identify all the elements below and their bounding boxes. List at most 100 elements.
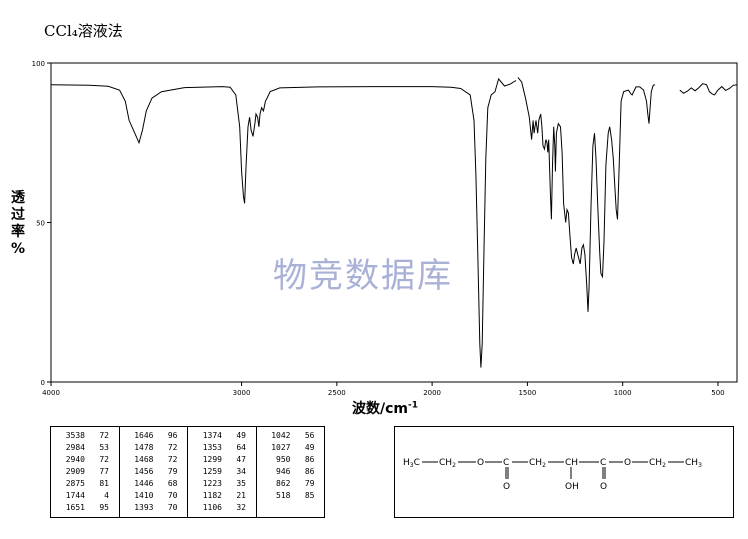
page-title: CCl₄溶液法	[44, 22, 123, 40]
peak-transmittance: 86	[304, 455, 315, 464]
peak-wavenumber: 1393	[134, 503, 154, 512]
peak-row: 1651 95	[55, 502, 119, 514]
struct-c-1: C	[503, 458, 509, 468]
spectrum-line	[517, 77, 656, 312]
peak-row: 2940 72	[55, 454, 119, 466]
peak-row: 1374 49	[192, 430, 256, 442]
struct-o-2: O	[503, 482, 510, 492]
peak-row: 1182 21	[192, 490, 256, 502]
peak-column: 1374 49 1353 64 1299 47 1259 34 1223 35 1182 21 1106…	[188, 427, 257, 517]
peak-transmittance: 72	[99, 455, 109, 464]
peak-row: 1259 34	[192, 466, 256, 478]
peak-wavenumber: 1223	[202, 479, 222, 488]
peak-transmittance: 4	[104, 491, 109, 500]
struct-ch2-1: CH2	[439, 458, 456, 469]
peak-transmittance: 85	[304, 491, 315, 500]
peak-transmittance: 72	[99, 431, 109, 440]
structure-box: H3C CH2 O C O CH2 CH OH C O O CH2	[394, 426, 734, 518]
peak-wavenumber: 1446	[134, 479, 154, 488]
peak-wavenumber: 1646	[134, 431, 154, 440]
struct-o-4: O	[624, 458, 631, 468]
peak-row: 1446 68	[124, 478, 188, 490]
peak-transmittance: 49	[304, 443, 315, 452]
peak-transmittance: 79	[167, 467, 178, 476]
peak-transmittance: 64	[236, 443, 246, 452]
peak-row: 1042 56	[261, 430, 325, 442]
peak-table: 3538 72 2984 53 2940 72 2909 77 2875 81 1744 4 1651 9…	[50, 426, 325, 518]
struct-ch3: CH3	[685, 458, 702, 469]
peak-transmittance: 86	[304, 467, 315, 476]
peak-wavenumber: 1456	[134, 467, 154, 476]
peak-row: 2984 53	[55, 442, 119, 454]
peak-transmittance: 49	[236, 431, 246, 440]
peak-transmittance: 79	[304, 479, 315, 488]
peak-wavenumber: 1651	[65, 503, 85, 512]
peak-wavenumber: 1374	[202, 431, 222, 440]
peak-row: 2875 81	[55, 478, 119, 490]
peak-transmittance: 77	[99, 467, 109, 476]
peak-row: 1027 49	[261, 442, 325, 454]
peak-wavenumber: 1259	[202, 467, 222, 476]
peak-wavenumber: 2875	[65, 479, 85, 488]
y-axis-label-char: 率	[11, 224, 25, 240]
plot-frame	[50, 62, 738, 383]
x-tick-label: 1000	[614, 389, 632, 397]
y-axis-label-char: %	[10, 241, 26, 257]
peak-row: 1646 96	[124, 430, 188, 442]
peak-row: 1106 32	[192, 502, 256, 514]
peak-transmittance: 35	[236, 479, 246, 488]
peak-transmittance: 70	[167, 503, 178, 512]
peak-transmittance: 53	[99, 443, 109, 452]
peak-row: 1410 70	[124, 490, 188, 502]
peak-transmittance: 95	[99, 503, 109, 512]
peak-wavenumber: 1027	[271, 443, 291, 452]
peak-wavenumber: 862	[276, 479, 291, 488]
struct-o-3: O	[600, 482, 607, 492]
peak-wavenumber: 1042	[271, 431, 291, 440]
peak-wavenumber: 2984	[65, 443, 85, 452]
peak-wavenumber: 1106	[202, 503, 222, 512]
peak-wavenumber: 1744	[65, 491, 85, 500]
peak-row: 946 86	[261, 466, 325, 478]
peak-column: 1646 96 1478 72 1468 72 1456 79 1446 68 1410 70 1393…	[120, 427, 188, 517]
peak-transmittance: 21	[236, 491, 246, 500]
x-axis-label: 波数/cm-1	[352, 398, 418, 418]
x-tick-label: 3000	[233, 389, 251, 397]
spectrum-line	[679, 83, 738, 96]
spectrum-line	[50, 77, 517, 368]
y-axis-label-char: 过	[11, 207, 25, 223]
peak-row: 1456 79	[124, 466, 188, 478]
x-tick-label: 2000	[423, 389, 441, 397]
peak-column: 3538 72 2984 53 2940 72 2909 77 2875 81 1744 4 1651 9…	[51, 427, 120, 517]
peak-row: 1299 47	[192, 454, 256, 466]
struct-o-1: O	[477, 458, 484, 468]
peak-row: 1353 64	[192, 442, 256, 454]
peak-transmittance: 47	[236, 455, 246, 464]
peak-wavenumber: 946	[276, 467, 291, 476]
peak-wavenumber: 950	[276, 455, 291, 464]
y-tick-label: 100	[32, 60, 45, 68]
peak-row: 2909 77	[55, 466, 119, 478]
x-axis-label-main: 波数/cm	[352, 401, 408, 417]
struct-c-2: C	[600, 458, 606, 468]
peak-wavenumber: 1478	[134, 443, 154, 452]
peak-wavenumber: 1468	[134, 455, 154, 464]
y-tick-label: 50	[36, 220, 45, 228]
peak-row: 1223 35	[192, 478, 256, 490]
peak-wavenumber: 1353	[202, 443, 222, 452]
y-axis-label: 透 过 率 %	[8, 190, 28, 258]
y-tick-label: 0	[41, 379, 45, 387]
x-tick-label: 500	[711, 389, 724, 397]
x-tick-label: 1500	[518, 389, 536, 397]
peak-wavenumber: 1299	[202, 455, 222, 464]
ir-spectrum-chart: 4000 3000 2500 2000 1500 1000 500 0 50 100	[32, 60, 738, 397]
peak-wavenumber: 1182	[202, 491, 222, 500]
peak-transmittance: 81	[99, 479, 109, 488]
peak-row: 1393 70	[124, 502, 188, 514]
chemical-structure: H3C CH2 O C O CH2 CH OH C O O CH2	[403, 458, 702, 492]
peak-transmittance: 34	[236, 467, 246, 476]
peak-transmittance: 56	[304, 431, 315, 440]
peak-transmittance: 32	[236, 503, 246, 512]
peak-row: 1744 4	[55, 490, 119, 502]
peak-row: 3538 72	[55, 430, 119, 442]
